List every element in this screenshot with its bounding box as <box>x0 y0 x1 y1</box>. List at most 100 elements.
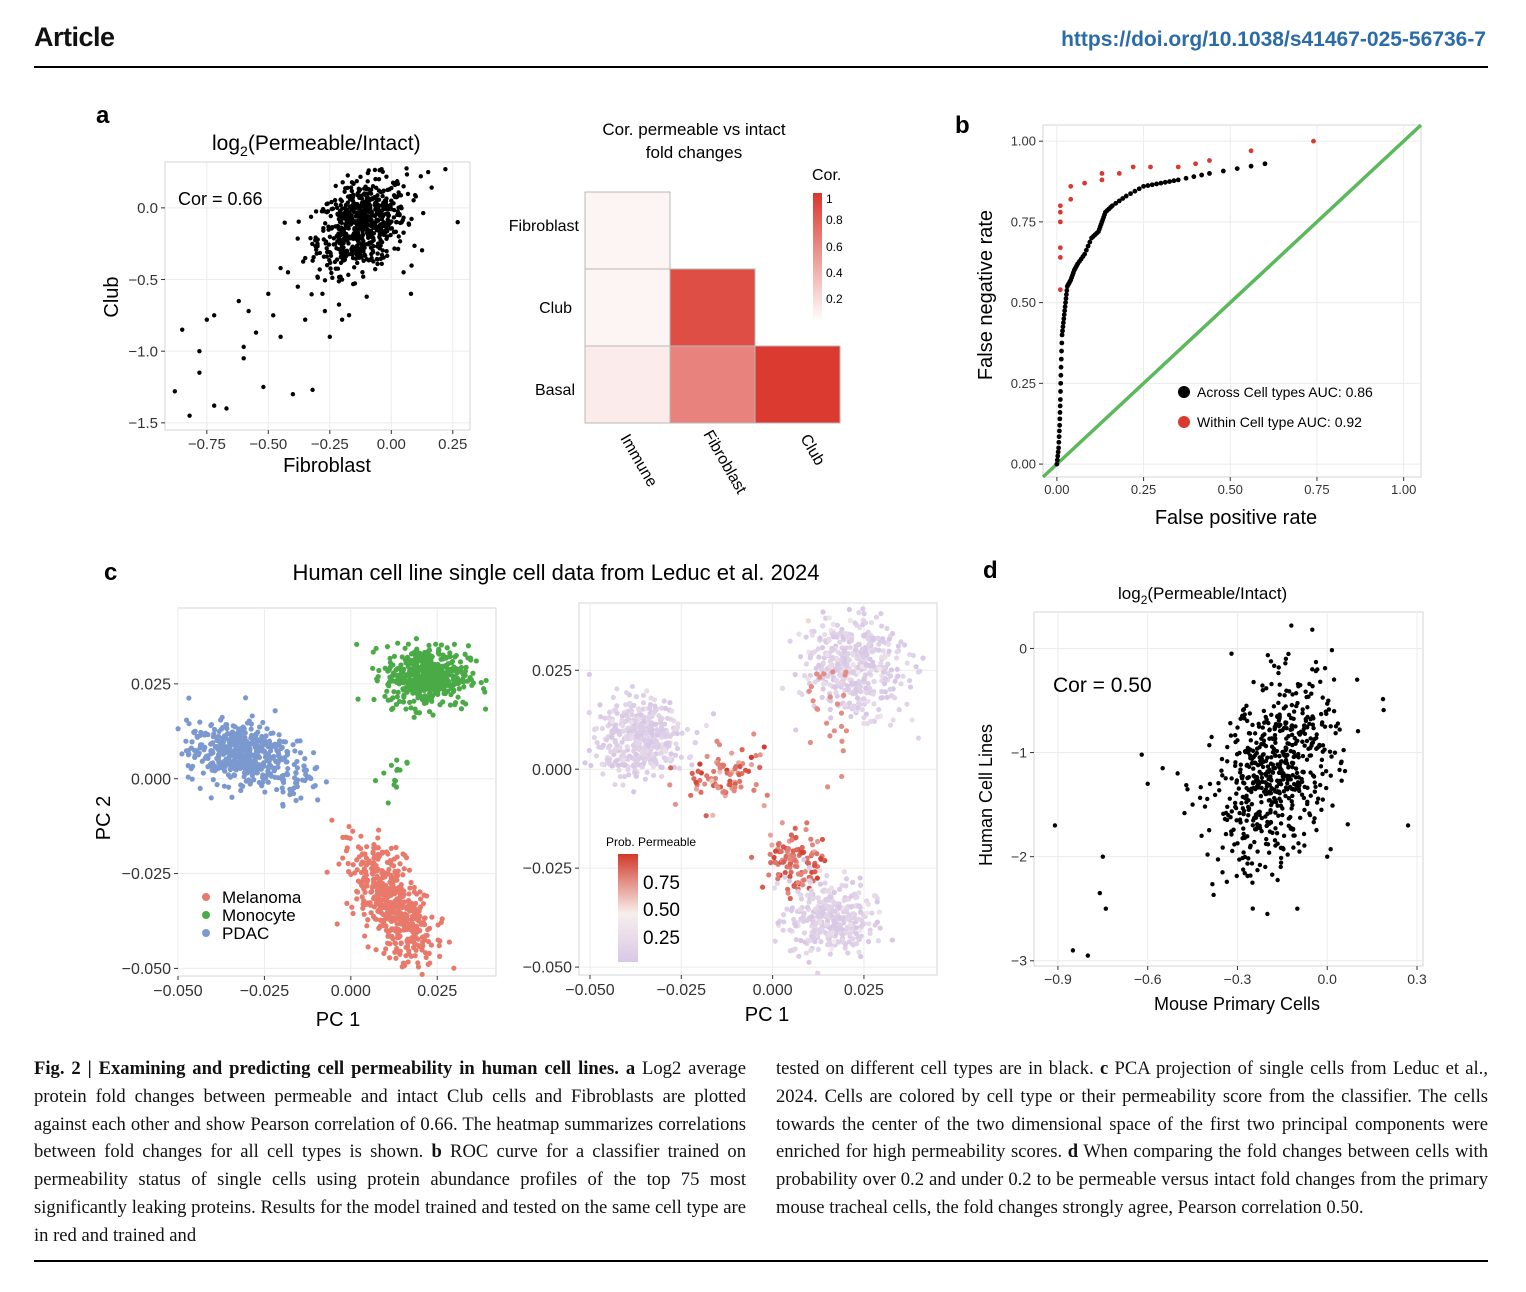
scatter-point <box>1264 784 1270 789</box>
scatter-point <box>329 206 334 212</box>
pca-point-pdac <box>301 767 307 773</box>
scatter-point <box>335 211 340 217</box>
d-xtick-label: −0.3 <box>1224 971 1252 987</box>
scatter-point <box>1277 682 1282 687</box>
scatter-point <box>380 169 385 175</box>
pca-prob-point <box>832 908 838 914</box>
pca-point-pdac <box>261 736 267 742</box>
caption-a-text: Log2 average protein fold changes betwee… <box>34 1058 746 1163</box>
scatter-point <box>1238 716 1243 721</box>
scatter-point <box>1242 835 1247 841</box>
scatter-point <box>1242 781 1247 786</box>
roc-across-point <box>1056 445 1062 451</box>
scatter-point <box>1289 786 1294 791</box>
scatter-point <box>1270 872 1275 877</box>
scatter-point <box>1242 716 1247 721</box>
scatter-point <box>1268 808 1273 813</box>
scatter-point <box>1222 816 1228 822</box>
panel-a-ylabel: Club <box>101 276 123 317</box>
pca-point-monocyte <box>427 667 433 673</box>
pca-point-melanoma <box>350 910 356 917</box>
pca-point-melanoma <box>345 860 351 867</box>
pca-point-monocyte <box>457 659 464 665</box>
pca-point-melanoma <box>354 888 360 894</box>
pca-prob-point <box>753 753 759 759</box>
pca-prob-point <box>639 748 645 755</box>
scatter-point <box>1289 623 1294 628</box>
scatter-point <box>368 208 374 214</box>
scatter-point <box>1265 911 1270 917</box>
scatter-point <box>1254 750 1260 756</box>
pca-point-pdac <box>262 789 268 795</box>
panel-a-y-ticks: 0.0−0.5−1.0−1.5 <box>128 200 165 432</box>
pca-prob-point <box>880 638 887 645</box>
pca-prob-point <box>845 950 851 956</box>
title-prefix: log <box>212 132 240 155</box>
pca-prob-point <box>892 678 898 684</box>
doi-link[interactable]: https://doi.org/10.1038/s41467-025-56736… <box>1061 28 1486 51</box>
pca-prob-point <box>823 615 829 621</box>
pca-prob-point <box>861 633 867 639</box>
pca-point-melanoma <box>360 905 366 911</box>
scatter-point <box>1313 784 1318 789</box>
pca-prob-point <box>842 659 848 666</box>
pca-point-pdac <box>301 763 307 769</box>
pca-prob-point <box>889 937 895 943</box>
pca-prob-point <box>879 654 885 660</box>
scatter-point <box>1320 771 1325 777</box>
scatter-point <box>395 246 401 252</box>
pca-point-pdac <box>280 789 286 795</box>
pca-prob-point <box>766 872 772 878</box>
scatter-point <box>1272 725 1278 731</box>
scatter-point <box>1310 683 1315 689</box>
scatter-point <box>1264 686 1269 691</box>
pca-point-pdac <box>221 735 227 741</box>
pca-point-pdac <box>217 717 224 723</box>
scatter-point <box>1299 792 1305 797</box>
roc-across-point <box>1060 320 1066 326</box>
pca-prob-point <box>808 887 814 894</box>
pca-prob-point <box>907 684 914 690</box>
scatter-point <box>385 206 391 212</box>
pca-point-melanoma <box>427 960 433 966</box>
scatter-point <box>187 413 192 418</box>
pca-point-pdac <box>197 745 203 751</box>
pca-prob-point <box>659 705 665 711</box>
pca-point-pdac <box>226 738 233 744</box>
panel-c-right-xlabel: PC 1 <box>745 1004 789 1026</box>
scatter-point <box>361 210 367 216</box>
scatter-point <box>1288 715 1294 721</box>
scatter-point <box>1265 652 1271 658</box>
scatter-point <box>1085 953 1091 958</box>
scatter-point <box>328 253 334 259</box>
roc-across-point <box>1055 449 1061 455</box>
scatter-point <box>1296 841 1301 846</box>
scatter-point <box>261 384 266 390</box>
scatter-point <box>1277 692 1282 697</box>
scatter-point <box>1290 793 1295 799</box>
pca-point-monocyte <box>394 694 400 700</box>
pca-point-monocyte <box>397 672 404 679</box>
pca-prob-point <box>623 735 629 742</box>
scatter-point <box>1305 705 1310 710</box>
pca-point-pdac <box>284 751 291 758</box>
scatter-point <box>357 251 363 257</box>
scatter-point <box>253 330 259 335</box>
scatter-point <box>1211 892 1216 898</box>
pca-prob-point <box>792 863 799 869</box>
scatter-point <box>324 246 329 251</box>
pca-prob-point <box>819 836 826 843</box>
roc-across-point <box>1120 196 1126 201</box>
scatter-point <box>1328 773 1333 778</box>
article-label: Article <box>34 22 115 52</box>
pca-prob-point <box>841 692 847 698</box>
scatter-point <box>1270 770 1276 775</box>
roc-within-point <box>1057 245 1063 251</box>
pca-prob-point <box>768 860 774 866</box>
pca-prob-point <box>593 725 600 731</box>
prob-legend-tick-050: 0.50 <box>643 900 680 921</box>
scatter-point <box>1277 753 1282 759</box>
scatter-point <box>1247 711 1253 716</box>
pca-point-melanoma <box>374 873 380 880</box>
roc-across-point <box>1128 191 1133 197</box>
